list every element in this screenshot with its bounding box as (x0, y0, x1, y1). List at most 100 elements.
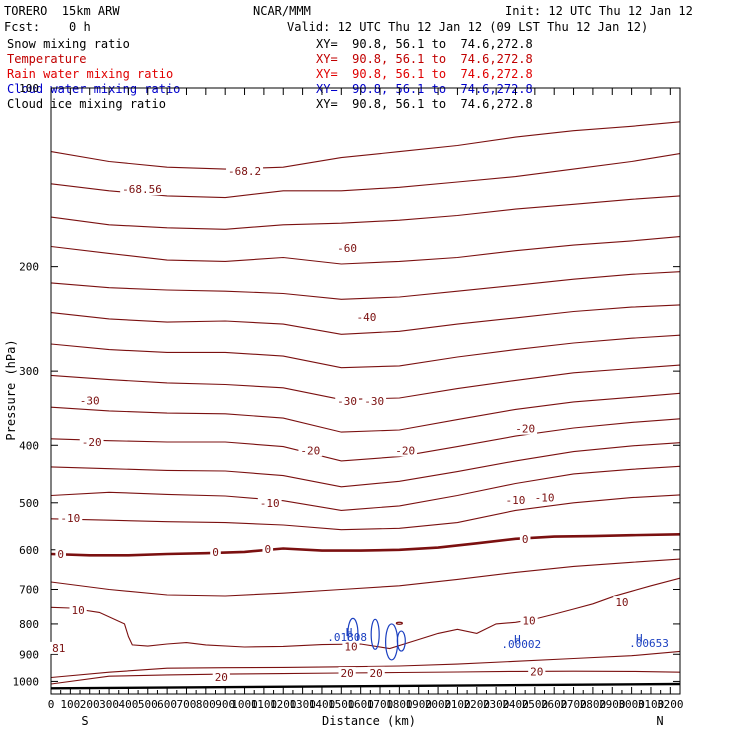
contour-label: -20 (515, 423, 535, 436)
x-tick-label: 3000 (618, 698, 645, 711)
x-tick-label: 300 (99, 698, 119, 711)
x-tick-label: 2000 (425, 698, 452, 711)
isotherm-line-0 (51, 121, 680, 170)
cloud-water-cell (370, 618, 380, 650)
x-tick-label: 1700 (367, 698, 394, 711)
contour-label-bg (354, 310, 379, 323)
valid-time: Valid: 12 UTC Thu 12 Jan 12 (09 LST Thu … (287, 20, 649, 34)
contour-label-bg (367, 666, 385, 679)
isotherm-line-14 (51, 558, 680, 597)
x-tick-label: 0 (48, 698, 55, 711)
y-axis-title: Pressure (hPa) (4, 339, 18, 440)
x-tick-label: 1500 (328, 698, 355, 711)
contour-label-bg (513, 422, 538, 435)
contour-label-bg (58, 511, 83, 524)
x-tick-label: 800 (196, 698, 216, 711)
field-label-cloud-ice: Cloud ice mixing ratio (7, 97, 166, 111)
y-tick-label: 700 (19, 584, 39, 597)
terrain-surface (50, 682, 681, 690)
contour-label-bg (613, 596, 631, 609)
x-tick-label: 2900 (599, 698, 626, 711)
contour-label-bg (120, 183, 164, 196)
x-tick-label: 1100 (251, 698, 278, 711)
org-label: NCAR/MMM (253, 4, 311, 18)
contour-label-bg (298, 444, 323, 457)
y-tick-label: 300 (19, 365, 39, 378)
x-tick-label: 2400 (502, 698, 529, 711)
isotherm-line-17 (51, 670, 680, 685)
x-tick-label: 1600 (347, 698, 374, 711)
contour-label-bg (69, 604, 87, 617)
contour-label: -20 (395, 444, 415, 457)
x-tick-label: 2100 (444, 698, 471, 711)
terrain-line (50, 682, 681, 690)
x-tick-label: 400 (118, 698, 138, 711)
contour-label: 0 (57, 548, 64, 561)
x-tick-label: 1900 (405, 698, 432, 711)
cloud-water-cell (396, 630, 406, 652)
contour-label: -68.56 (122, 183, 162, 196)
plot-frame (50, 87, 681, 695)
cloud-water-max-value: .00653 (629, 637, 669, 650)
temperature-contours (51, 121, 680, 685)
x-tick-label: 500 (138, 698, 158, 711)
cloud-water-max-value: .00002 (501, 638, 541, 651)
x-axis: 0 100 200 300 400 500 600 700 800 900100011001200… (48, 88, 684, 711)
contour-label-bg (77, 394, 102, 407)
isotherm-line-13 (51, 533, 680, 557)
contour-label-bg (532, 491, 557, 504)
field-label-temperature: Temperature (7, 52, 87, 66)
contour-label-bg (226, 165, 264, 178)
x-tick-label: 1000 (231, 698, 258, 711)
contour-label: 0 (212, 546, 219, 559)
cloud-water-cell (385, 623, 399, 661)
y-tick-label: 500 (19, 497, 39, 510)
isotherm-line-16 (51, 650, 680, 679)
contour-label-bg (335, 241, 360, 254)
contour-label-bg (79, 436, 104, 449)
x-tick-label: 1200 (270, 698, 297, 711)
y-tick-label: 1000 (13, 675, 40, 688)
field-xy-rain: XY= 90.8, 56.1 to 74.6,272.8 (316, 67, 533, 81)
cloud-water-max-marker: H (514, 633, 521, 646)
contour-label-bg (257, 496, 282, 509)
plot-border (50, 87, 681, 695)
isotherm-line-1 (51, 153, 680, 199)
x-tick-label: 900 (215, 698, 235, 711)
cloud-water-max-marker: H (346, 626, 353, 639)
contour-label: 10 (615, 596, 628, 609)
x-tick-label: 1400 (309, 698, 336, 711)
isotherm-line-8 (51, 392, 680, 433)
x-tick-label: 1300 (289, 698, 316, 711)
field-xy-temperature: XY= 90.8, 56.1 to 74.6,272.8 (316, 52, 533, 66)
x-tick-label: 3200 (657, 698, 684, 711)
contour-label-bg (338, 667, 356, 680)
contour-label-bg (50, 641, 68, 654)
contour-label: -40 (357, 311, 377, 324)
contour-label: 10 (344, 640, 357, 653)
contour-label: 10 (522, 615, 535, 628)
contour-label: -10 (535, 492, 555, 505)
x-tick-label: 200 (80, 698, 100, 711)
y-tick-label: 600 (19, 544, 39, 557)
y-tick-label: 900 (19, 648, 39, 661)
contour-label: -20 (82, 436, 102, 449)
contour-label-bg (342, 640, 360, 653)
x-tick-label: 2800 (580, 698, 607, 711)
contour-label: 20 (215, 671, 228, 684)
x-axis-left-end: S (81, 714, 88, 728)
isotherm-line-10 (51, 442, 680, 488)
contour-label-bg (210, 545, 221, 558)
cloud-water-max-marker: H (636, 632, 643, 645)
contour-label-bg (362, 395, 387, 408)
model-title: TORERO 15km ARW (4, 4, 120, 18)
field-xy-snow: XY= 90.8, 56.1 to 74.6,272.8 (316, 37, 533, 51)
x-tick-label: 700 (177, 698, 197, 711)
contour-label-bg (55, 548, 66, 561)
field-label-cloud-water: Cloud water mixing ratio (7, 82, 181, 96)
field-label-snow: Snow mixing ratio (7, 37, 130, 51)
contour-label: 0 (522, 533, 529, 546)
x-tick-label: 2700 (560, 698, 587, 711)
